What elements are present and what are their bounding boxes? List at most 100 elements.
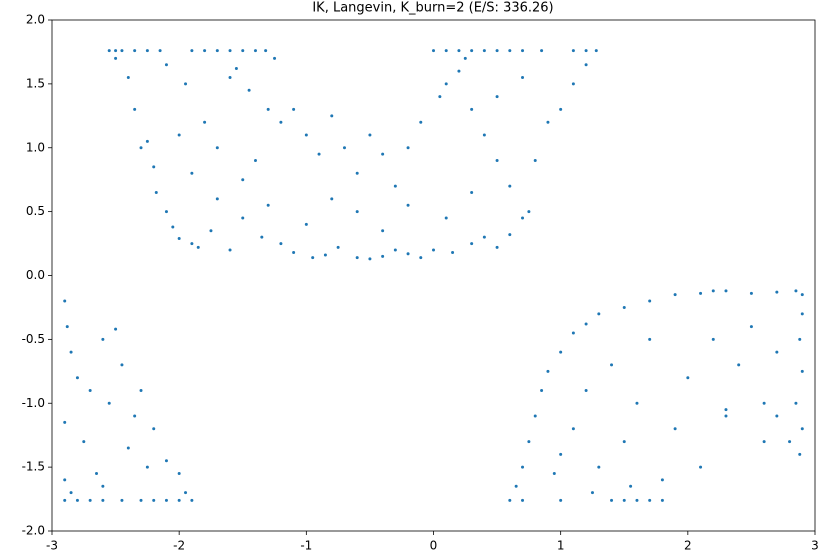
point (215, 49, 219, 53)
point (145, 139, 149, 143)
point (514, 484, 518, 488)
point (724, 408, 728, 412)
point (406, 252, 410, 256)
point (406, 146, 410, 150)
point (114, 56, 118, 60)
y-tick-label: 1.0 (26, 140, 45, 154)
point (451, 251, 455, 255)
point (381, 254, 385, 258)
point (597, 465, 601, 469)
point (190, 171, 194, 175)
point (355, 171, 359, 175)
plot-frame (51, 19, 816, 532)
x-tick-label: -2 (173, 539, 185, 553)
point (584, 63, 588, 67)
point (594, 49, 598, 53)
point (184, 82, 188, 86)
point (311, 256, 315, 260)
point (139, 498, 143, 502)
point (203, 120, 207, 124)
point (508, 49, 512, 53)
y-tick-label: -0.5 (22, 332, 45, 346)
point (546, 369, 550, 373)
point (457, 69, 461, 73)
y-tick-label: 0.0 (26, 268, 45, 282)
point (101, 484, 105, 488)
point (101, 498, 105, 502)
point (482, 49, 486, 53)
point (571, 427, 575, 431)
point (552, 472, 556, 476)
point (381, 229, 385, 233)
point (470, 107, 474, 111)
point (393, 248, 397, 252)
point (724, 289, 728, 293)
point (152, 498, 156, 502)
point (533, 159, 537, 163)
point (393, 184, 397, 188)
point (292, 107, 296, 111)
point (406, 203, 410, 207)
point (152, 165, 156, 169)
point (540, 49, 544, 53)
point (164, 459, 168, 463)
point (508, 184, 512, 188)
point (597, 312, 601, 316)
point (457, 49, 461, 53)
point (336, 245, 340, 249)
point (737, 363, 741, 367)
point (495, 159, 499, 163)
point (438, 95, 442, 99)
point (584, 49, 588, 53)
point (101, 337, 105, 341)
point (571, 331, 575, 335)
point (521, 465, 525, 469)
point (463, 56, 467, 60)
point (266, 203, 270, 207)
point (114, 327, 118, 331)
point (482, 133, 486, 137)
point (673, 427, 677, 431)
point (444, 82, 448, 86)
point (711, 337, 715, 341)
point (215, 146, 219, 150)
point (800, 369, 804, 373)
point (69, 491, 73, 495)
point (190, 498, 194, 502)
point (419, 256, 423, 260)
point (610, 363, 614, 367)
point (266, 107, 270, 111)
y-tick-label: -2.0 (22, 524, 45, 538)
point (209, 229, 213, 233)
point (145, 49, 149, 53)
point (470, 190, 474, 194)
point (559, 498, 563, 502)
point (228, 75, 232, 79)
point (622, 498, 626, 502)
point (699, 465, 703, 469)
point (800, 312, 804, 316)
point (228, 49, 232, 53)
point (470, 49, 474, 53)
y-tick-label: -1.0 (22, 396, 45, 410)
point (203, 49, 207, 53)
point (775, 350, 779, 354)
point (800, 427, 804, 431)
x-tick-label: -3 (46, 539, 58, 553)
point (241, 216, 245, 220)
point (63, 420, 67, 424)
point (686, 376, 690, 380)
point (304, 133, 308, 137)
y-tick-label: 1.5 (26, 76, 45, 90)
point (648, 337, 652, 341)
point (323, 253, 327, 257)
point (622, 440, 626, 444)
point (133, 49, 137, 53)
point (444, 49, 448, 53)
point (508, 498, 512, 502)
point (107, 49, 111, 53)
point (660, 498, 664, 502)
point (126, 446, 130, 450)
point (126, 75, 130, 79)
